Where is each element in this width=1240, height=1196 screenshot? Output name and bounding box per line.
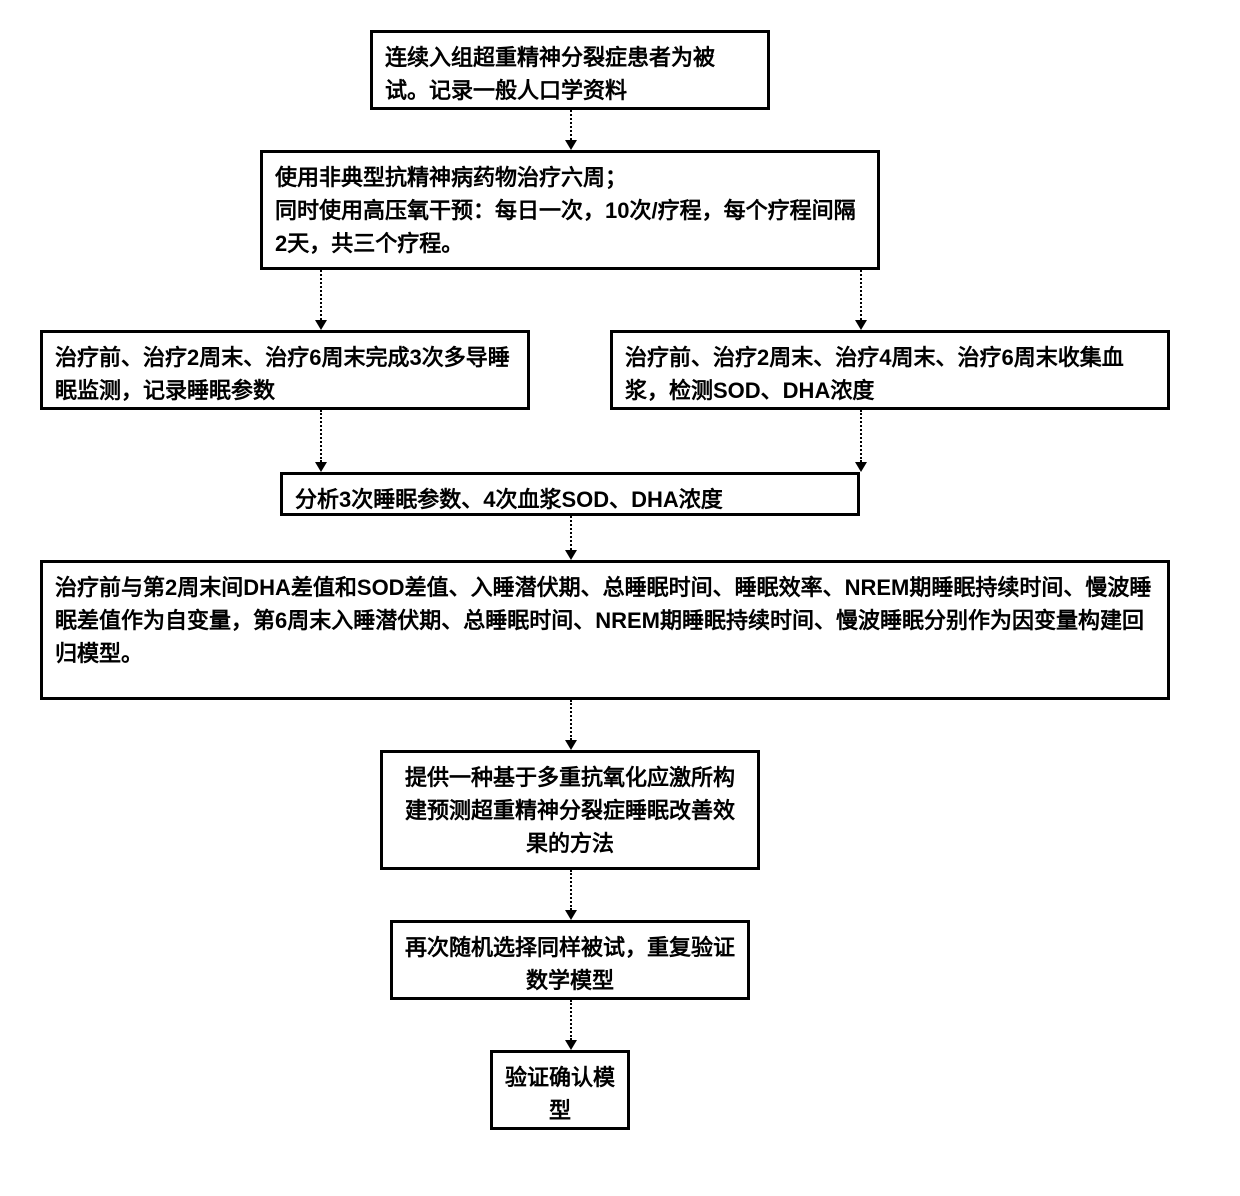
- flowchart-box-method-provide: 提供一种基于多重抗氧化应激所构建预测超重精神分裂症睡眠改善效果的方法: [380, 750, 760, 870]
- arrow-head-icon: [855, 462, 867, 472]
- arrow-head-icon: [565, 140, 577, 150]
- flowchart-box-regression-model: 治疗前与第2周末间DHA差值和SOD差值、入睡潜伏期、总睡眠时间、睡眠效率、NR…: [40, 560, 1170, 700]
- flowchart-box-analysis: 分析3次睡眠参数、4次血浆SOD、DHA浓度: [280, 472, 860, 516]
- arrow-head-icon: [565, 910, 577, 920]
- flowchart-container: 连续入组超重精神分裂症患者为被试。记录一般人口学资料 使用非典型抗精神病药物治疗…: [20, 20, 1220, 1176]
- arrow-line: [860, 270, 862, 320]
- arrow-head-icon: [315, 320, 327, 330]
- flowchart-box-enrollment: 连续入组超重精神分裂症患者为被试。记录一般人口学资料: [370, 30, 770, 110]
- box-text: 再次随机选择同样被试，重复验证数学模型: [405, 935, 735, 993]
- box-text: 治疗前、治疗2周末、治疗6周末完成3次多导睡眠监测，记录睡眠参数: [55, 345, 510, 403]
- box-text: 治疗前、治疗2周末、治疗4周末、治疗6周末收集血浆，检测SOD、DHA浓度: [625, 345, 1124, 403]
- arrow-line: [570, 516, 572, 550]
- flowchart-box-treatment: 使用非典型抗精神病药物治疗六周； 同时使用高压氧干预：每日一次，10次/疗程，每…: [260, 150, 880, 270]
- arrow-line: [570, 700, 572, 740]
- flowchart-box-plasma-collection: 治疗前、治疗2周末、治疗4周末、治疗6周末收集血浆，检测SOD、DHA浓度: [610, 330, 1170, 410]
- arrow-line: [570, 110, 572, 140]
- box-text: 提供一种基于多重抗氧化应激所构建预测超重精神分裂症睡眠改善效果的方法: [405, 765, 735, 856]
- box-text: 连续入组超重精神分裂症患者为被试。记录一般人口学资料: [385, 45, 715, 103]
- flowchart-box-confirm: 验证确认模型: [490, 1050, 630, 1130]
- arrow-line: [570, 1000, 572, 1040]
- arrow-head-icon: [565, 1040, 577, 1050]
- flowchart-box-sleep-monitoring: 治疗前、治疗2周末、治疗6周末完成3次多导睡眠监测，记录睡眠参数: [40, 330, 530, 410]
- box-text: 验证确认模型: [505, 1065, 615, 1123]
- arrow-line: [570, 870, 572, 910]
- box-text: 治疗前与第2周末间DHA差值和SOD差值、入睡潜伏期、总睡眠时间、睡眠效率、NR…: [55, 575, 1151, 666]
- arrow-head-icon: [315, 462, 327, 472]
- box-text: 分析3次睡眠参数、4次血浆SOD、DHA浓度: [295, 487, 723, 512]
- arrow-head-icon: [565, 550, 577, 560]
- arrow-line: [320, 270, 322, 320]
- flowchart-box-revalidate: 再次随机选择同样被试，重复验证数学模型: [390, 920, 750, 1000]
- box-text: 使用非典型抗精神病药物治疗六周； 同时使用高压氧干预：每日一次，10次/疗程，每…: [275, 165, 856, 256]
- arrow-head-icon: [855, 320, 867, 330]
- arrow-head-icon: [565, 740, 577, 750]
- arrow-line: [320, 410, 322, 462]
- arrow-line: [860, 410, 862, 462]
